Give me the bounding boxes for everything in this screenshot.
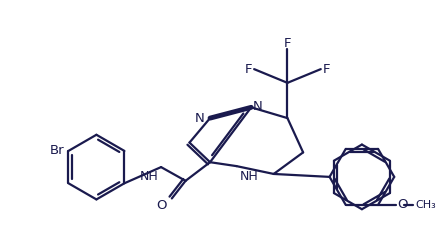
Text: NH: NH — [239, 170, 258, 183]
Text: Br: Br — [50, 144, 65, 157]
Text: CH₃: CH₃ — [415, 200, 436, 210]
Text: F: F — [323, 63, 330, 76]
Text: N: N — [194, 112, 204, 125]
Text: O: O — [157, 199, 167, 212]
Text: F: F — [245, 63, 252, 76]
Text: N: N — [253, 100, 263, 113]
Text: NH: NH — [139, 170, 158, 183]
Text: O: O — [398, 198, 408, 211]
Text: F: F — [284, 37, 291, 50]
